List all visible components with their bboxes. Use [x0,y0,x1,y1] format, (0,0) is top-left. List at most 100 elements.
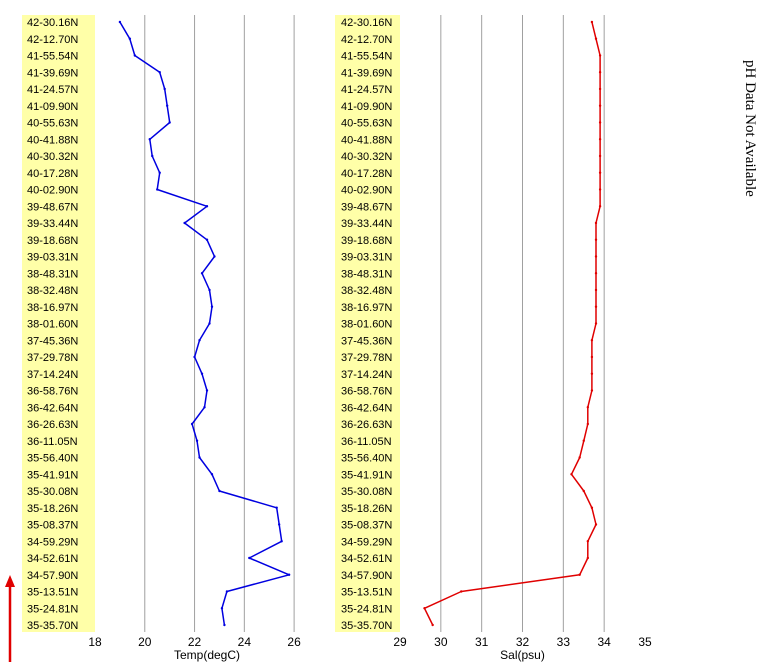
temp-plot-area [95,15,319,632]
sal-axis-label: Sal(psu) [500,648,545,662]
sal-lat-label: 37-14.24N [341,369,392,381]
temp-lat-label: 38-48.31N [27,268,78,280]
sal-data-point [423,607,426,610]
temperature-panel: 18 20 22 24 26 42-30.16N 42-12.70N 41-55.54N 41-… [22,15,319,662]
temp-lat-label: 37-14.24N [27,369,78,381]
direction-arrow [5,575,15,662]
sal-x-tick-label: 35 [638,635,652,649]
temp-lat-label: 36-26.63N [27,419,78,431]
sal-data-point [586,540,590,543]
sal-lat-label: 35-18.26N [341,503,392,515]
temp-data-point [133,54,137,57]
temp-data-point [220,607,224,610]
temp-x-tick-label: 20 [138,635,152,649]
sal-data-point [598,171,602,174]
sal-lat-label: 38-01.60N [341,319,392,331]
temp-lat-label: 39-33.44N [27,218,78,230]
sal-data-point [586,406,590,409]
sal-lat-label: 35-08.37N [341,520,392,532]
sal-lat-label: 36-42.64N [341,402,392,414]
temp-data-point [213,255,216,258]
temp-lat-label: 34-57.90N [27,570,78,582]
temp-data-point [190,422,194,426]
temp-data-point [225,590,229,593]
temp-lat-label: 34-52.61N [27,553,78,565]
temp-x-tick-label: 24 [238,635,252,649]
temp-lat-label: 37-45.36N [27,335,78,347]
sal-lat-label: 35-30.08N [341,486,392,498]
sal-data-point [594,322,598,325]
temp-lat-label: 37-29.78N [27,352,78,364]
temp-data-point [200,272,204,275]
temp-data-point [205,205,209,208]
sal-lat-label: 41-09.90N [341,101,392,113]
temp-data-point [210,473,214,476]
temp-data-point [158,171,161,174]
sal-data-point [460,590,463,593]
sal-data-point [586,556,590,560]
sal-data-point [590,389,594,392]
temp-lat-label: 41-55.54N [27,51,78,63]
sal-lat-label: 42-12.70N [341,34,392,46]
temp-data-point [158,71,161,74]
temp-data-point [277,523,281,526]
sal-x-tick-label: 33 [557,635,571,649]
temp-lat-label: 38-01.60N [27,319,78,331]
sal-x-tick-label: 31 [475,635,489,649]
sal-data-point [598,121,602,124]
sal-data-point [598,87,602,91]
sal-data-point [590,506,594,509]
temp-lat-label: 42-12.70N [27,34,78,46]
temp-data-point [165,104,169,107]
sal-data-point [594,255,598,258]
temp-lat-label: 35-18.26N [27,503,78,515]
sal-data-point [598,154,602,158]
sal-lat-label: 42-30.16N [341,17,392,29]
sal-lat-label: 40-30.32N [341,151,392,163]
sal-data-point [594,305,598,308]
sal-lat-label: 39-33.44N [341,218,392,230]
temp-data-point [128,37,132,40]
sal-data-point [598,54,602,57]
temp-lat-label: 38-32.48N [27,285,78,297]
sal-lat-label: 41-39.69N [341,67,392,79]
sal-lat-label: 37-29.78N [341,352,392,364]
sal-x-tick-label: 34 [597,635,611,649]
temp-data-point [208,288,211,292]
temp-axis-label: Temp(degC) [174,648,240,662]
sal-data-point [578,573,581,576]
sal-lat-label: 36-58.76N [341,386,392,398]
sal-lat-label: 40-17.28N [341,168,392,180]
temp-data-point [275,506,278,509]
sal-lat-label: 34-57.90N [341,570,392,582]
sal-lat-label: 36-26.63N [341,419,392,431]
salinity-panel: 29 30 31 32 33 34 35 42-30.16N 42-12.70N 41-55.54… [335,15,652,662]
temp-data-point [218,489,221,493]
sal-lat-label: 39-48.67N [341,201,392,213]
sal-data-point [594,238,598,241]
temp-lat-label: 38-16.97N [27,302,78,314]
sal-data-point [598,104,602,107]
temp-data-point [248,556,251,560]
temp-lat-label: 40-02.90N [27,185,78,197]
sal-data-point [582,439,585,442]
sal-lat-label: 38-48.31N [341,268,392,280]
sal-lat-label: 34-52.61N [341,553,392,565]
sal-lat-label: 41-55.54N [341,51,392,63]
sal-data-point [594,221,598,225]
temp-lat-label: 39-48.67N [27,201,78,213]
temp-lat-label: 35-13.51N [27,587,78,599]
sal-lat-label: 35-41.91N [341,469,392,481]
sal-data-point [431,623,434,627]
sal-lat-label: 40-02.90N [341,185,392,197]
temp-x-tick-label: 26 [287,635,301,649]
temp-lat-label: 35-30.08N [27,486,78,498]
temp-data-point [200,372,204,375]
temp-data-point [183,221,186,225]
temp-lat-label: 40-17.28N [27,168,78,180]
sal-data-point [598,138,602,141]
sal-data-point [594,272,598,275]
temp-data-point [118,20,122,24]
sal-lat-label: 39-18.68N [341,235,392,247]
